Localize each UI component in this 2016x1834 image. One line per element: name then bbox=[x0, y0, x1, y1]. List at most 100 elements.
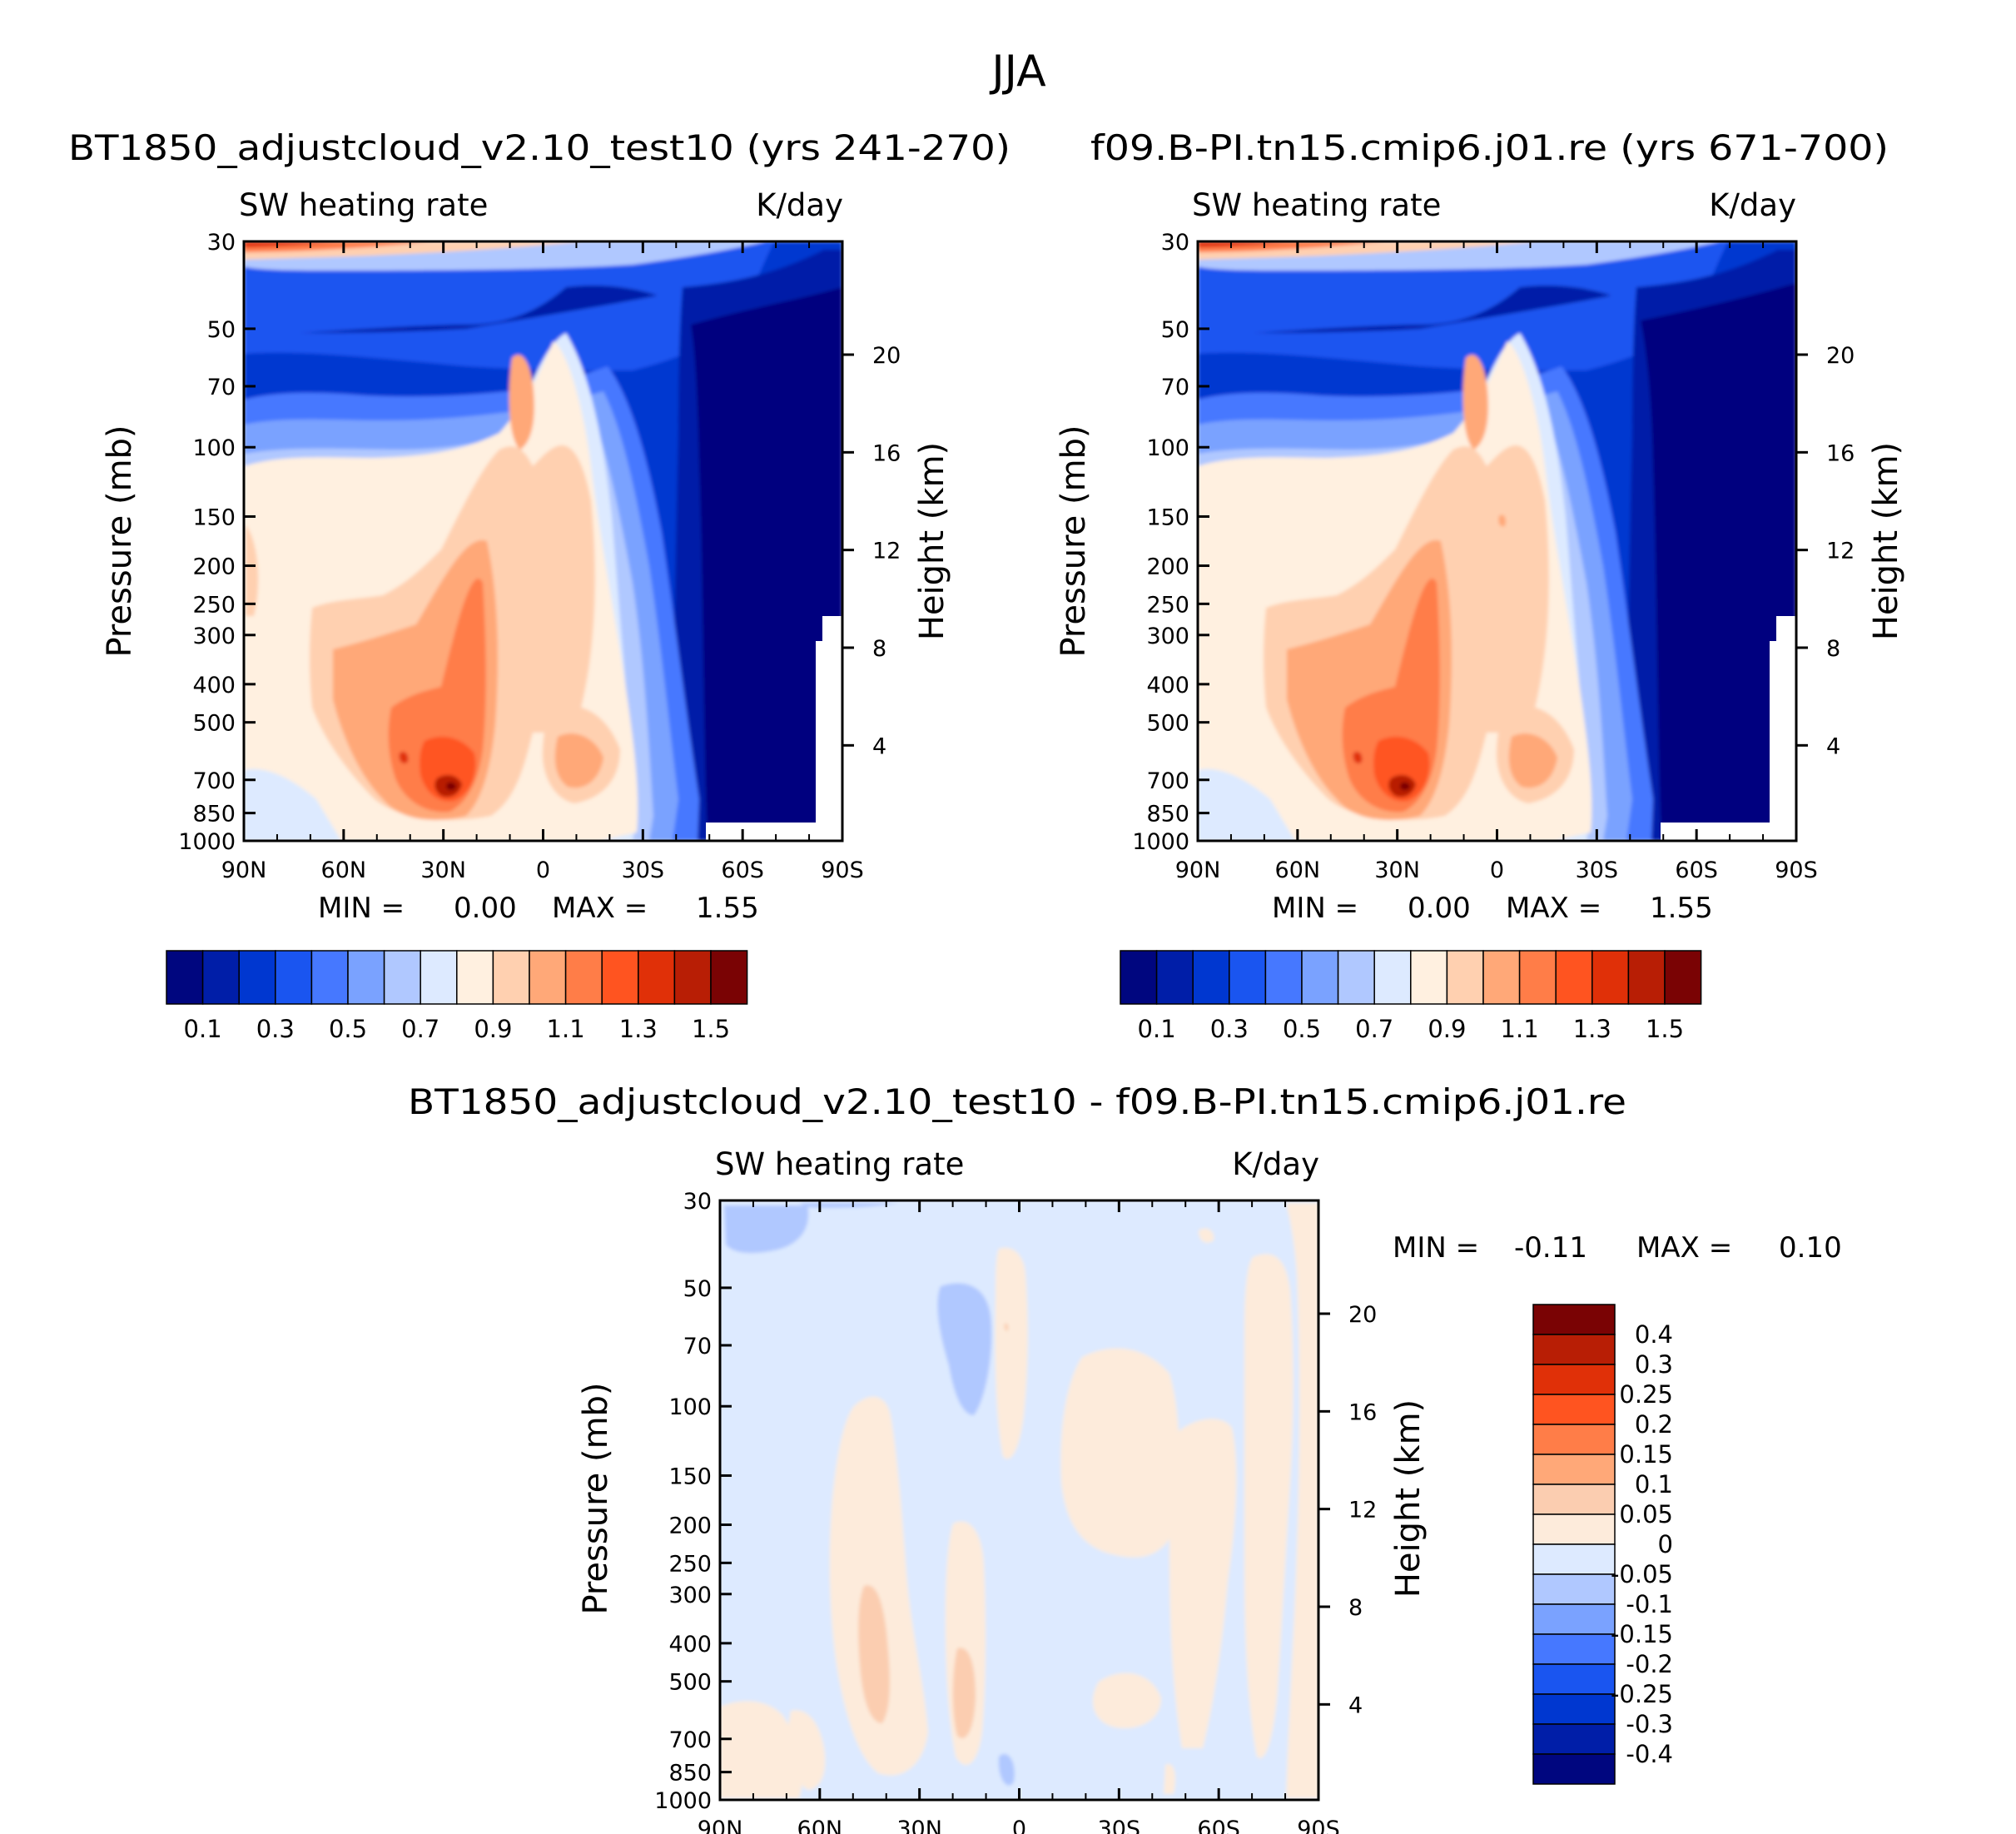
colorbar-box bbox=[1192, 950, 1230, 1005]
panel-2-min-value: 0.00 bbox=[1408, 892, 1471, 925]
panel-1-min-value: 0.00 bbox=[454, 892, 517, 925]
y-tick-label: 200 bbox=[1146, 554, 1189, 580]
p1-band-top-red bbox=[244, 241, 350, 247]
colorbar-label: 0.1 bbox=[1138, 1015, 1176, 1043]
colorbar-label: 0.05 bbox=[1619, 1500, 1673, 1528]
p3-band-30n-stronger bbox=[858, 1585, 890, 1723]
y-tick-label: 500 bbox=[668, 1670, 712, 1696]
panel-3-axis-ticks: 90N 60N 30N 0 30S 60S 90S 30 50 70 100 150 200 250 300… bbox=[654, 1189, 1377, 1834]
colorbar-box bbox=[1532, 1394, 1616, 1425]
colorbar-box bbox=[1532, 1723, 1616, 1755]
panel-1-max-value: 1.55 bbox=[696, 892, 759, 925]
colorbar-box bbox=[166, 950, 204, 1005]
p2-missing-data-edge bbox=[1786, 616, 1796, 841]
colorbar-label: 0.7 bbox=[1355, 1015, 1393, 1043]
p1-band-right-orange bbox=[554, 733, 603, 788]
y-tick-label: 500 bbox=[192, 711, 236, 737]
y-tick-label: 150 bbox=[1146, 504, 1189, 530]
panel-3-min-label: MIN = bbox=[1393, 1231, 1479, 1265]
colorbar-box bbox=[1532, 1693, 1616, 1725]
colorbar-label: 0.9 bbox=[1428, 1015, 1466, 1043]
y-tick-label: 300 bbox=[1146, 624, 1189, 649]
colorbar-label: 0.7 bbox=[401, 1015, 439, 1043]
p3-band-mid-negative bbox=[937, 1283, 992, 1415]
colorbar-box bbox=[1532, 1334, 1616, 1365]
x-tick-label: 90S bbox=[1775, 857, 1818, 883]
p3-band-30n-positive bbox=[829, 1396, 928, 1776]
y-tick-label: 50 bbox=[683, 1276, 712, 1302]
y2-tick-label: 12 bbox=[1826, 539, 1855, 564]
colorbar-box bbox=[1532, 1543, 1616, 1575]
y-tick-label: 700 bbox=[668, 1727, 712, 1753]
colorbar-box bbox=[1532, 1603, 1616, 1635]
colorbar-box bbox=[601, 950, 639, 1005]
p3-band-pole-positive bbox=[1286, 1203, 1318, 1798]
colorbar-box bbox=[420, 950, 458, 1005]
p3-band-30s-positive bbox=[1060, 1348, 1179, 1558]
colorbar-box bbox=[456, 950, 494, 1005]
colorbar-label: 0.2 bbox=[1635, 1410, 1673, 1439]
y-tick-label: 100 bbox=[1146, 435, 1189, 461]
y2-tick-label: 4 bbox=[1826, 733, 1840, 759]
y2-tick-label: 8 bbox=[1348, 1595, 1363, 1621]
colorbar-label: 1.5 bbox=[692, 1015, 730, 1043]
colorbar-label: 0.9 bbox=[474, 1015, 512, 1043]
y2-tick-label: 12 bbox=[872, 539, 901, 564]
x-tick-label: 60S bbox=[1197, 1817, 1240, 1834]
colorbar-box bbox=[347, 950, 385, 1005]
panel-2-max-label: MAX = bbox=[1506, 892, 1601, 925]
y-tick-label: 700 bbox=[1146, 768, 1189, 794]
y-tick-label: 1000 bbox=[654, 1788, 712, 1814]
panel-1-colorbar: 0.1 0.3 0.5 0.7 0.9 1.1 1.3 1.5 bbox=[166, 950, 748, 1043]
x-tick-label: 90S bbox=[1297, 1817, 1340, 1834]
panel-1-y2label: Height (km) bbox=[913, 442, 951, 640]
panel-2: f09.B-PI.tn15.cmip6.j01.re (yrs 671-700)… bbox=[1055, 127, 1905, 1043]
colorbar-box bbox=[1532, 1513, 1616, 1545]
x-tick-label: 90N bbox=[1175, 857, 1221, 883]
y-tick-label: 70 bbox=[1161, 375, 1189, 400]
panel-3-y2label: Height (km) bbox=[1389, 1399, 1428, 1598]
y-tick-label: 250 bbox=[1146, 592, 1189, 618]
y2-tick-label: 16 bbox=[872, 440, 901, 466]
y2-tick-label: 8 bbox=[1826, 636, 1840, 662]
y-tick-label: 250 bbox=[668, 1551, 712, 1577]
y2-tick-label: 16 bbox=[1348, 1399, 1377, 1425]
y2-tick-label: 20 bbox=[1348, 1302, 1377, 1328]
colorbar-box bbox=[1532, 1304, 1616, 1335]
x-tick-label: 90N bbox=[221, 857, 267, 883]
panel-3-contour-field bbox=[720, 1200, 1318, 1800]
colorbar-box bbox=[564, 950, 603, 1005]
y-tick-label: 200 bbox=[192, 554, 236, 580]
panel-2-title: f09.B-PI.tn15.cmip6.j01.re (yrs 671-700) bbox=[1090, 127, 1889, 168]
y2-tick-label: 4 bbox=[872, 733, 886, 759]
p2-band-max bbox=[1400, 782, 1410, 790]
panel-3-ylabel: Pressure (mb) bbox=[577, 1382, 615, 1614]
colorbar-box bbox=[1532, 1573, 1616, 1605]
y-tick-label: 200 bbox=[668, 1513, 712, 1539]
p1-band-upper-column bbox=[509, 355, 534, 450]
colorbar-box bbox=[1410, 950, 1448, 1005]
x-tick-label: 60N bbox=[797, 1817, 843, 1834]
colorbar-label: 1.1 bbox=[1501, 1015, 1539, 1043]
p3-band-small-positive-3 bbox=[1164, 1764, 1175, 1794]
colorbar-box bbox=[1664, 950, 1702, 1005]
x-tick-label: 30N bbox=[1374, 857, 1420, 883]
y-tick-label: 700 bbox=[192, 768, 236, 794]
colorbar-box bbox=[238, 950, 276, 1005]
p3-band-sw-positive-2 bbox=[787, 1710, 826, 1790]
panel-3-units-label: K/day bbox=[1232, 1146, 1319, 1182]
panel-2-axis-ticks: 90N 60N 30N 0 30S 60S 90S 30 50 70 100 150 200 250 300… bbox=[1132, 230, 1855, 883]
colorbar-box bbox=[673, 950, 712, 1005]
colorbar-label: 0.4 bbox=[1635, 1320, 1673, 1349]
colorbar-box bbox=[1627, 950, 1666, 1005]
y-tick-label: 850 bbox=[1146, 802, 1189, 828]
y-tick-label: 70 bbox=[207, 375, 236, 400]
colorbar-label: 0.15 bbox=[1619, 1440, 1673, 1469]
x-tick-label: 90N bbox=[698, 1817, 743, 1834]
y-tick-label: 50 bbox=[207, 317, 236, 343]
colorbar-label: 0.5 bbox=[329, 1015, 367, 1043]
p2-band-secondary-max bbox=[1353, 752, 1363, 763]
p2-band-top-red bbox=[1198, 241, 1303, 247]
colorbar-label: 0.1 bbox=[184, 1015, 222, 1043]
colorbar-box bbox=[1532, 1454, 1616, 1485]
